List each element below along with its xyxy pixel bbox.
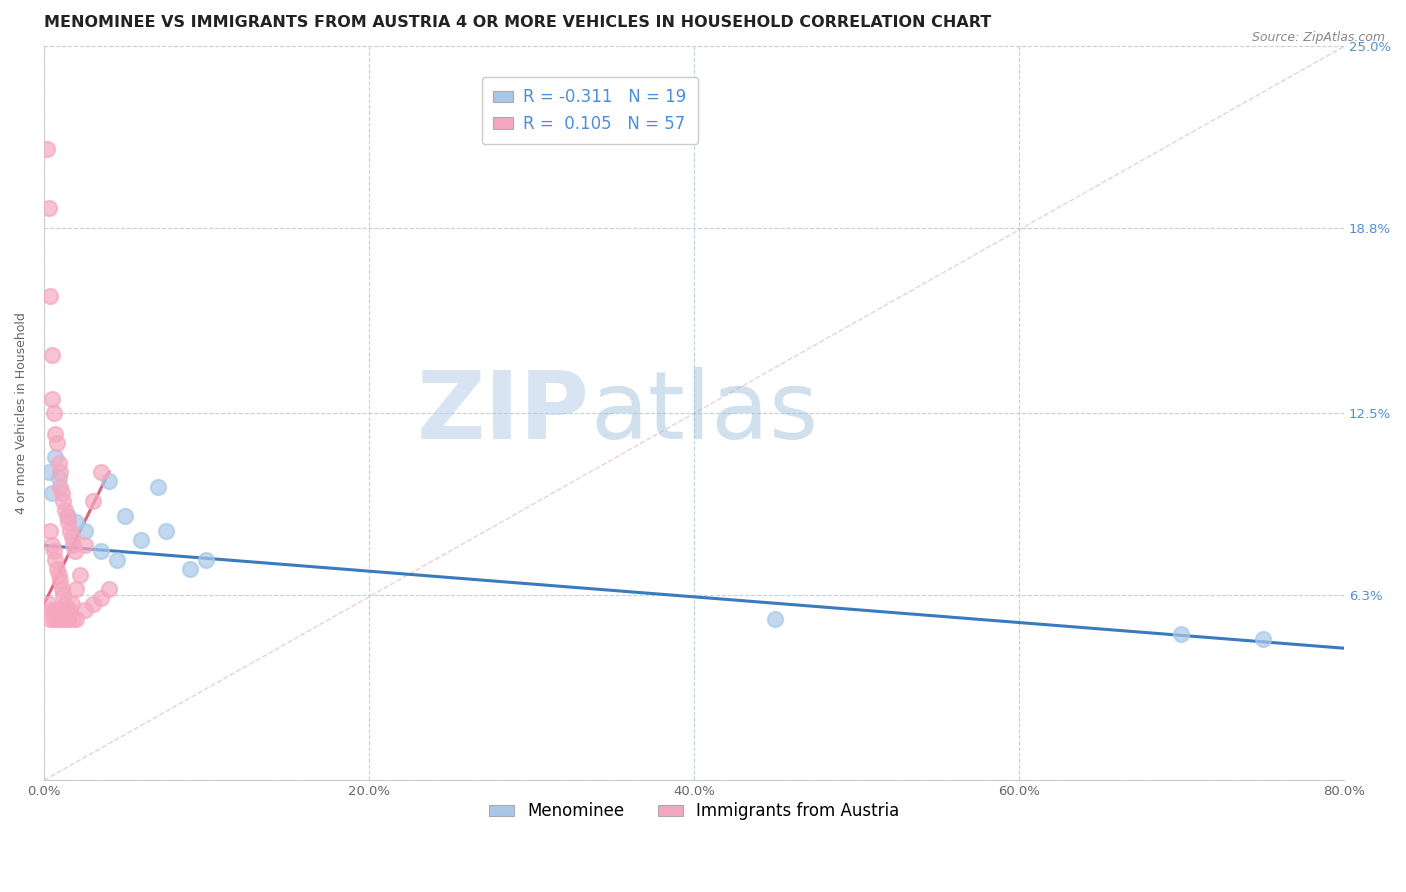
Point bbox=[46, 435, 69, 450]
Point bbox=[38, 201, 60, 215]
Point bbox=[62, 539, 84, 553]
Point bbox=[146, 480, 169, 494]
Point bbox=[44, 426, 66, 441]
Point bbox=[73, 603, 96, 617]
Point bbox=[58, 515, 80, 529]
Point bbox=[41, 392, 63, 406]
Point bbox=[90, 544, 112, 558]
Point bbox=[763, 612, 786, 626]
Point bbox=[73, 524, 96, 538]
Point bbox=[39, 524, 62, 538]
Point bbox=[49, 480, 72, 494]
Point bbox=[41, 603, 63, 617]
Point bbox=[51, 582, 73, 597]
Text: MENOMINEE VS IMMIGRANTS FROM AUSTRIA 4 OR MORE VEHICLES IN HOUSEHOLD CORRELATION: MENOMINEE VS IMMIGRANTS FROM AUSTRIA 4 O… bbox=[44, 15, 991, 30]
Point bbox=[131, 533, 153, 547]
Point bbox=[53, 603, 76, 617]
Point bbox=[52, 494, 75, 508]
Point bbox=[46, 612, 69, 626]
Point bbox=[58, 612, 80, 626]
Point bbox=[55, 509, 77, 524]
Point bbox=[1251, 632, 1274, 647]
Point bbox=[98, 582, 121, 597]
Point bbox=[63, 544, 86, 558]
Point bbox=[82, 597, 104, 611]
Point bbox=[105, 553, 128, 567]
Point bbox=[41, 348, 63, 362]
Point bbox=[58, 509, 80, 524]
Point bbox=[1170, 626, 1192, 640]
Point bbox=[179, 562, 201, 576]
Point bbox=[41, 539, 63, 553]
Point bbox=[65, 582, 87, 597]
Point bbox=[49, 612, 72, 626]
Point bbox=[51, 485, 73, 500]
Point bbox=[52, 588, 75, 602]
Point bbox=[60, 597, 83, 611]
Point bbox=[58, 612, 80, 626]
Point bbox=[69, 567, 91, 582]
Point bbox=[42, 406, 65, 420]
Point bbox=[42, 544, 65, 558]
Point bbox=[53, 503, 76, 517]
Point bbox=[195, 553, 218, 567]
Point bbox=[59, 524, 82, 538]
Point bbox=[38, 465, 60, 479]
Text: ZIP: ZIP bbox=[418, 368, 591, 459]
Point bbox=[37, 142, 59, 156]
Text: atlas: atlas bbox=[591, 368, 818, 459]
Point bbox=[44, 553, 66, 567]
Legend: Menominee, Immigrants from Austria: Menominee, Immigrants from Austria bbox=[482, 796, 905, 827]
Point bbox=[90, 591, 112, 606]
Point bbox=[44, 450, 66, 465]
Point bbox=[39, 612, 62, 626]
Point bbox=[53, 597, 76, 611]
Point bbox=[73, 539, 96, 553]
Point bbox=[42, 612, 65, 626]
Point bbox=[51, 603, 73, 617]
Point bbox=[98, 474, 121, 488]
Point bbox=[55, 603, 77, 617]
Point bbox=[49, 465, 72, 479]
Point bbox=[41, 485, 63, 500]
Point bbox=[90, 465, 112, 479]
Point bbox=[48, 456, 70, 470]
Point bbox=[49, 574, 72, 588]
Point bbox=[52, 612, 75, 626]
Point bbox=[65, 515, 87, 529]
Point bbox=[48, 471, 70, 485]
Point bbox=[82, 494, 104, 508]
Point bbox=[44, 603, 66, 617]
Point bbox=[155, 524, 177, 538]
Point bbox=[65, 612, 87, 626]
Point bbox=[59, 603, 82, 617]
Point bbox=[39, 289, 62, 303]
Point bbox=[60, 530, 83, 544]
Point bbox=[38, 597, 60, 611]
Point bbox=[46, 562, 69, 576]
Point bbox=[48, 567, 70, 582]
Point bbox=[48, 603, 70, 617]
Text: Source: ZipAtlas.com: Source: ZipAtlas.com bbox=[1251, 31, 1385, 45]
Y-axis label: 4 or more Vehicles in Household: 4 or more Vehicles in Household bbox=[15, 312, 28, 515]
Point bbox=[62, 612, 84, 626]
Point bbox=[114, 509, 136, 524]
